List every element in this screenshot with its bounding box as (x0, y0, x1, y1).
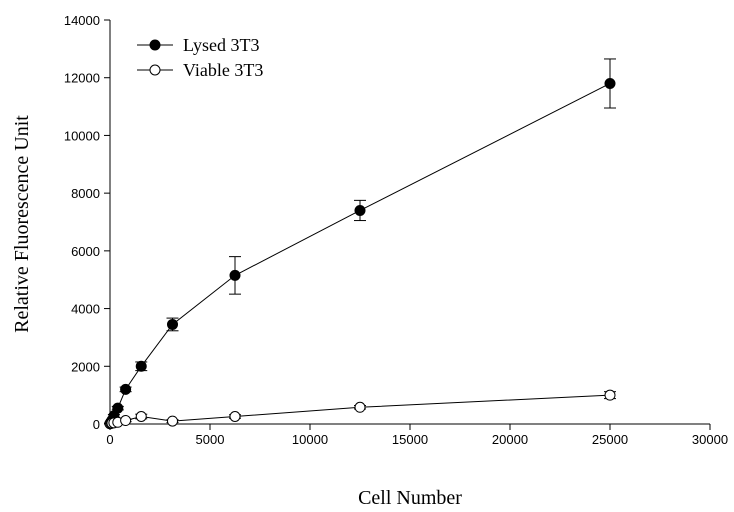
data-point (112, 402, 124, 414)
data-point (120, 383, 132, 395)
data-point (229, 410, 241, 422)
x-tick-label: 5000 (196, 432, 225, 447)
y-tick-label: 10000 (64, 128, 100, 143)
data-point (135, 360, 147, 372)
data-point (354, 401, 366, 413)
y-tick-label: 12000 (64, 71, 100, 86)
data-point (604, 77, 616, 89)
data-point (135, 410, 147, 422)
y-axis-title: Relative Fluorescence Unit (11, 115, 33, 333)
y-tick-label: 4000 (71, 302, 100, 317)
x-tick-label: 30000 (692, 432, 728, 447)
data-point (229, 269, 241, 281)
x-axis-title: Cell Number (358, 487, 462, 509)
x-tick-label: 15000 (392, 432, 428, 447)
x-tick-label: 20000 (492, 432, 528, 447)
legend-label: Lysed 3T3 (183, 35, 260, 55)
legend-marker (149, 64, 161, 76)
y-tick-label: 2000 (71, 359, 100, 374)
legend: Lysed 3T3 Viable 3T3 (137, 35, 263, 80)
legend-marker (149, 39, 161, 51)
y-tick-label: 0 (93, 417, 100, 432)
series-viable-3t3 (104, 389, 616, 430)
data-point (120, 415, 132, 427)
data-point (167, 318, 178, 330)
data-point (167, 415, 178, 427)
data-point (354, 204, 366, 216)
series-line (109, 83, 611, 424)
x-tick-label: 25000 (592, 432, 628, 447)
x-tick-label: 10000 (292, 432, 328, 447)
y-tick-label: 8000 (71, 186, 100, 201)
axes: 0 5000 10000 15000 20000 25000 30000 0 2000 4000 6… (64, 13, 728, 447)
series-layer (104, 58, 616, 430)
legend-label: Viable 3T3 (183, 60, 263, 80)
y-tick-label: 6000 (71, 244, 100, 259)
series-lysed-3t3 (104, 58, 616, 429)
x-tick-label: 0 (106, 432, 113, 447)
y-tick-label: 14000 (64, 13, 100, 28)
data-point (604, 389, 616, 401)
